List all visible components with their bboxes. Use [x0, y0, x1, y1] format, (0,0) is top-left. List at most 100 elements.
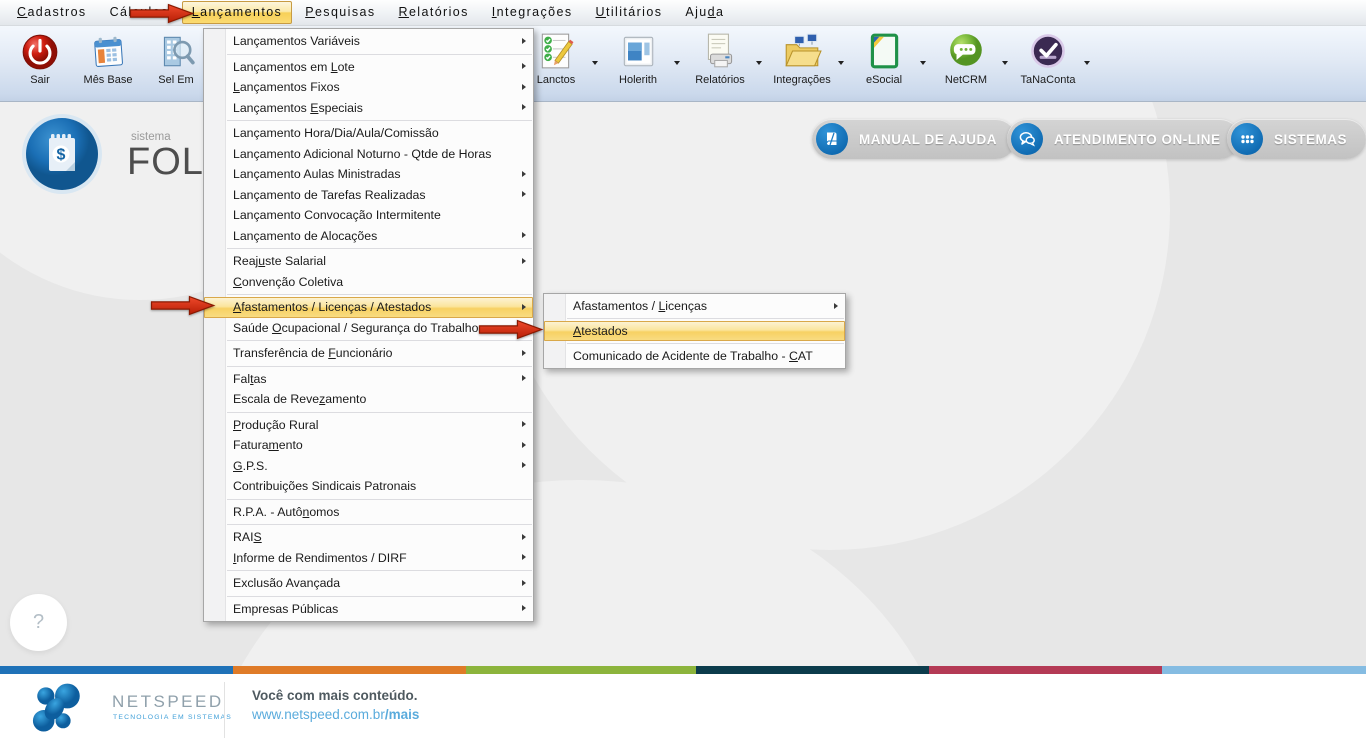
menu-item-faturamento[interactable]: Faturamento	[204, 435, 533, 456]
menu-item-empresas-publicas[interactable]: Empresas Públicas	[204, 599, 533, 620]
toolbar-label: Mês Base	[83, 74, 133, 86]
menu-item-faltas[interactable]: Faltas	[204, 369, 533, 390]
toolbar-dropdown-arrow-icon[interactable]	[752, 29, 766, 86]
menu-item-rais[interactable]: RAIS	[204, 527, 533, 548]
tanaconta-icon	[1028, 31, 1068, 71]
menubar-item-relatorios[interactable]: Relatórios	[398, 5, 469, 19]
menu-separator	[204, 52, 533, 57]
menu-separator	[204, 118, 533, 123]
toolbar-cell-esocial: eSocial	[852, 29, 930, 86]
holerith-icon	[618, 31, 658, 71]
menu-item-reajuste-salarial[interactable]: Reajuste Salarial	[204, 251, 533, 272]
stripe-segment	[929, 666, 1162, 674]
toolbar-button-sair[interactable]: Sair	[8, 29, 72, 86]
menu-separator	[204, 338, 533, 343]
netspeed-logo-icon	[30, 682, 94, 743]
apps-grid-icon	[1231, 123, 1263, 155]
menu-item-lancamento-aulas-ministradas[interactable]: Lançamento Aulas Ministradas	[204, 164, 533, 185]
menu-item-contribuicoes-sindicais-patronais[interactable]: Contribuições Sindicais Patronais	[233, 479, 417, 493]
menu-separator	[544, 341, 845, 346]
annotation-arrow	[129, 3, 195, 24]
menu-item-producao-rural[interactable]: Produção Rural	[204, 415, 533, 436]
footer: NETSPEED TECNOLOGIA EM SISTEMAS Você com…	[0, 674, 1366, 747]
menu-item-lancamentos-fixos[interactable]: Lançamentos Fixos	[204, 77, 533, 98]
menu-separator	[204, 568, 533, 573]
menu-item-lancamento-adicional-noturno-qtde-de-horas[interactable]: Lançamento Adicional Noturno - Qtde de H…	[233, 146, 492, 161]
toolbar-button-integracoes[interactable]: Integrações	[770, 29, 834, 86]
menu-item-afastamentos-licencas[interactable]: Afastamentos / Licenças	[544, 296, 845, 316]
footer-link[interactable]: www.netspeed.com.br/mais	[252, 707, 420, 722]
menu-item-exclusao-avancada[interactable]: Exclusão Avançada	[204, 573, 533, 594]
submenu-arrow-icon	[522, 349, 526, 356]
menubar-item-pesquisas[interactable]: Pesquisas	[305, 5, 376, 19]
toolbar-button-sel-em[interactable]: Sel Em	[144, 29, 208, 86]
toolbar-dropdown-arrow-icon[interactable]	[834, 29, 848, 86]
submenu-arrow-icon	[522, 104, 526, 110]
menu-item-transferencia-de-funcionario[interactable]: Transferência de Funcionário	[204, 343, 533, 364]
menu-item-lancamento-convocacao-intermitente[interactable]: Lançamento Convocação Intermitente	[233, 208, 441, 222]
toolbar-label: Holerith	[619, 74, 657, 86]
stripe-segment	[696, 666, 929, 674]
toolbar-button-holerith[interactable]: Holerith	[606, 29, 670, 86]
menu-item-lancamentos-especiais[interactable]: Lançamentos Especiais	[204, 98, 533, 119]
atendimento-online-button[interactable]: ATENDIMENTO ON-LINE	[1007, 119, 1240, 159]
menu-item-g-p-s[interactable]: G.P.S.	[204, 456, 533, 477]
toolbar-label: Sel Em	[158, 74, 194, 86]
toolbar-button-netcrm[interactable]: NetCRM	[934, 29, 998, 86]
toolbar-dropdown-arrow-icon[interactable]	[670, 29, 684, 86]
toolbar-label: TaNaConta	[1020, 74, 1076, 86]
menu-item-lancamento-de-alocacoes[interactable]: Lançamento de Alocações	[204, 226, 533, 247]
toolbar-button-lanctos[interactable]: Lanctos	[524, 29, 588, 86]
menu-item-afastamentos-licencas-atestados[interactable]: Afastamentos / Licenças / Atestados	[204, 297, 533, 318]
logo-subtitle: sistema	[131, 131, 171, 143]
calendar-icon	[88, 31, 128, 71]
menu-item-informe-de-rendimentos-dirf[interactable]: Informe de Rendimentos / DIRF	[204, 548, 533, 569]
menubar-item-integracoes[interactable]: Integrações	[491, 5, 573, 19]
submenu-arrow-icon	[834, 302, 838, 309]
submenu-arrow-icon	[522, 63, 526, 69]
menubar-item-utilitarios[interactable]: Utilitários	[595, 5, 663, 19]
sistemas-button[interactable]: SISTEMAS	[1227, 119, 1366, 159]
manual-de-ajuda-button[interactable]: MANUAL DE AJUDA	[812, 119, 1017, 159]
toolbar-button-mes-base[interactable]: Mês Base	[76, 29, 140, 86]
menu-item-lancamento-hora-dia-aula-comissao[interactable]: Lançamento Hora/Dia/Aula/Comissão	[233, 126, 439, 140]
menu-item-lancamentos-em-lote[interactable]: Lançamentos em Lote	[204, 57, 533, 78]
menu-separator	[204, 364, 533, 369]
menubar-item-cadastros[interactable]: Cadastros	[17, 5, 87, 19]
stripe-segment	[233, 666, 466, 674]
toolbar-dropdown-arrow-icon[interactable]	[588, 29, 602, 86]
menu-item-atestados[interactable]: Atestados	[544, 321, 845, 341]
submenu-arrow-icon	[522, 605, 526, 611]
submenu-arrow-icon	[522, 37, 526, 44]
pill-label: ATENDIMENTO ON-LINE	[1054, 131, 1221, 147]
toolbar-dropdown-arrow-icon[interactable]	[916, 29, 930, 86]
toolbar-button-relatorios[interactable]: Relatórios	[688, 29, 752, 86]
menu-item-escala-de-revezamento[interactable]: Escala de Revezamento	[233, 392, 367, 406]
menu-separator	[204, 292, 533, 297]
menubar-item-lancamentos[interactable]: Lançamentos	[181, 1, 293, 24]
lancamentos-menu-panel: Lançamentos Variáveis Lançamentos em Lote…	[203, 28, 534, 622]
toolbar-label: eSocial	[865, 74, 903, 86]
toolbar-cell-sel-em: Sel Em	[144, 29, 208, 86]
help-bubble[interactable]: ?	[10, 594, 67, 651]
menu-item-r-p-a-autonomos[interactable]: R.P.A. - Autônomos	[233, 504, 340, 519]
annotation-arrow	[150, 295, 216, 316]
footer-brand-subtitle: TECNOLOGIA EM SISTEMAS	[113, 714, 232, 721]
menu-item-comunicado-de-acidente-de-trabalho-cat[interactable]: Comunicado de Acidente de Trabalho - CAT	[573, 349, 813, 363]
toolbar-cell-lanctos: Lanctos	[524, 29, 602, 86]
toolbar-cell-mes-base: Mês Base	[76, 29, 140, 86]
menu-item-saude-ocupacional-seguranca-do-trabalho[interactable]: Saúde Ocupacional / Segurança do Trabalh…	[204, 318, 533, 339]
toolbar-dropdown-arrow-icon[interactable]	[1080, 29, 1094, 86]
menu-item-lancamento-de-tarefas-realizadas[interactable]: Lançamento de Tarefas Realizadas	[204, 185, 533, 206]
submenu-arrow-icon	[522, 533, 526, 540]
toolbar-button-esocial[interactable]: eSocial	[852, 29, 916, 86]
toolbar-label: Lanctos	[536, 74, 576, 86]
toolbar-button-tanaconta[interactable]: TaNaConta	[1016, 29, 1080, 86]
toolbar-dropdown-arrow-icon[interactable]	[998, 29, 1012, 86]
menu-item-convencao-coletiva[interactable]: Convenção Coletiva	[233, 274, 344, 289]
folder-network-icon	[782, 31, 822, 71]
menubar-item-ajuda[interactable]: Ajuda	[685, 5, 725, 19]
footer-brand: NETSPEED	[112, 692, 224, 711]
submenu-arrow-icon	[522, 191, 526, 197]
menu-item-lancamentos-variaveis[interactable]: Lançamentos Variáveis	[204, 31, 533, 52]
